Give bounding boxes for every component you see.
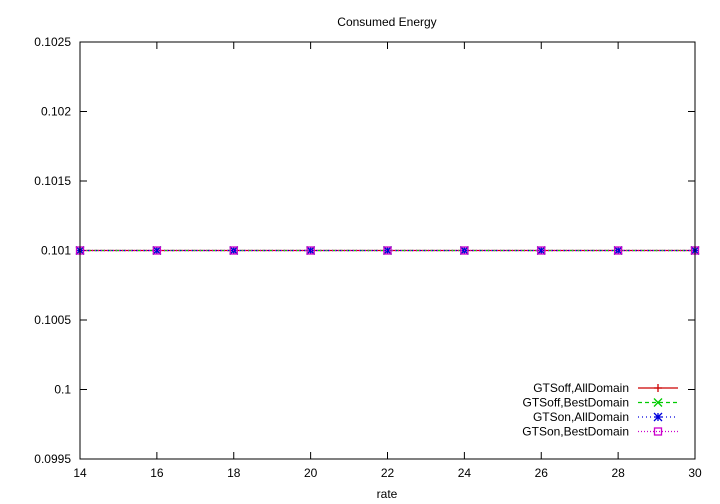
x-tick-label: 28 — [611, 466, 625, 480]
x-tick-label: 16 — [150, 466, 164, 480]
point-marker — [536, 246, 546, 255]
point-marker — [537, 246, 546, 255]
x-tick-label: 18 — [227, 466, 241, 480]
point-marker — [613, 246, 623, 255]
y-tick-label: 0.102 — [41, 105, 71, 119]
legend-label: GTSon,BestDomain — [522, 425, 629, 439]
point-marker — [229, 246, 238, 255]
axis-ticks: 14 16 18 20 22 24 26 28 30 0.0995 0.1 0.1005 0.101 0.… — [34, 35, 702, 480]
point-marker — [306, 246, 315, 255]
legend-label: GTSon,AllDomain — [533, 410, 629, 424]
series-layer — [75, 246, 700, 255]
y-tick-label: 0.1025 — [34, 35, 71, 49]
y-tick-label: 0.1005 — [34, 313, 71, 327]
x-tick-label: 20 — [304, 466, 318, 480]
point-marker — [653, 427, 663, 436]
chart-title: Consumed Energy — [337, 15, 436, 29]
point-marker — [152, 246, 162, 255]
point-marker — [613, 246, 623, 255]
x-tick-label: 22 — [381, 466, 395, 480]
point-marker — [460, 246, 469, 255]
x-tick-label: 24 — [458, 466, 472, 480]
x-tick-label: 26 — [535, 466, 549, 480]
legend: GTSoff,AllDomainGTSoff,BestDomainGTSon,A… — [522, 381, 678, 439]
x-tick-label: 14 — [73, 466, 87, 480]
legend-label: GTSoff,BestDomain — [523, 396, 630, 410]
point-marker — [653, 412, 663, 422]
point-marker — [152, 246, 162, 255]
y-tick-label: 0.1015 — [34, 174, 71, 188]
y-tick-label: 0.101 — [41, 244, 71, 258]
legend-label: GTSoff,AllDomain — [533, 381, 629, 395]
point-marker — [383, 246, 392, 255]
x-axis-label: rate — [377, 487, 398, 501]
plot-frame — [79, 41, 696, 460]
y-tick-label: 0.1 — [54, 383, 71, 397]
x-tick-label: 30 — [688, 466, 702, 480]
y-tick-label: 0.0995 — [34, 452, 71, 466]
point-marker — [654, 384, 662, 392]
point-marker — [306, 246, 316, 255]
point-marker — [653, 398, 663, 407]
point-marker — [383, 246, 392, 255]
